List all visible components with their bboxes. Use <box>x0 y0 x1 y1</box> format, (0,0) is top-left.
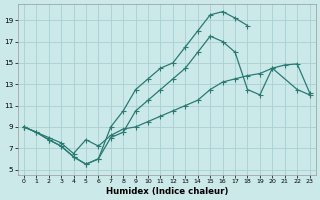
X-axis label: Humidex (Indice chaleur): Humidex (Indice chaleur) <box>106 187 228 196</box>
